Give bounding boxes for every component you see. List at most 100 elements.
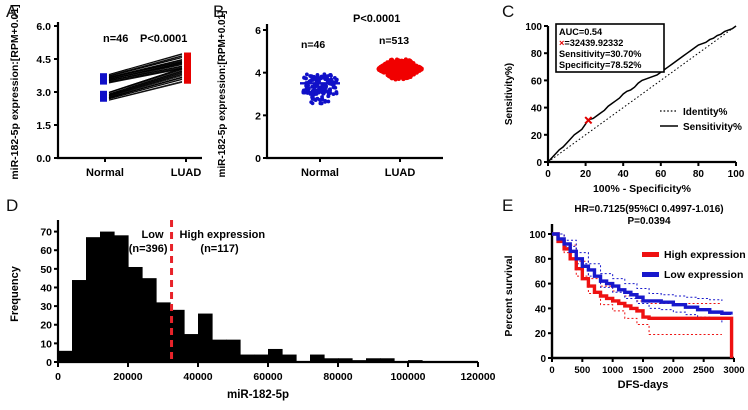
panel-a: A 0.0 1.5 3.0 4.5 6.0 miR-182-5p expression:[… xyxy=(0,0,210,196)
data-point xyxy=(408,71,413,76)
luad-marker xyxy=(184,52,191,56)
y-tick-label: 4.5 xyxy=(36,54,51,66)
panel-d-xlabel: miR-182-5p xyxy=(227,389,289,401)
y-tick-label: 0 xyxy=(46,357,52,369)
histogram-bar xyxy=(142,278,157,362)
y-tick-label: 1.5 xyxy=(36,120,51,132)
panel-a-ylabel: miR-182-5p expression:[RPM+0.01] xyxy=(9,4,21,179)
pair-line xyxy=(108,72,183,96)
x-tick-label-luad: LUAD xyxy=(171,167,202,179)
low-expression-n: (n=396) xyxy=(129,243,168,255)
histogram-bars xyxy=(58,231,423,362)
data-point xyxy=(326,89,331,93)
panel-b-p-annotation: P<0.0001 xyxy=(353,13,400,25)
data-point xyxy=(304,72,309,77)
histogram-bar xyxy=(352,360,367,362)
stat-sensitivity: Sensitivity=30.70% xyxy=(559,49,641,59)
data-point xyxy=(384,69,389,74)
x-tick-label: 3000 xyxy=(723,365,744,376)
luad-marker xyxy=(184,60,191,64)
normal-marker xyxy=(100,79,107,82)
legend-low-label: Low expression xyxy=(664,269,743,281)
y-tick-label: 40 xyxy=(535,304,547,315)
panel-e-xlabel: DFS-days xyxy=(618,379,669,391)
y-tick-label: 60 xyxy=(535,280,547,291)
x-tick-label: 0 xyxy=(549,365,554,376)
panel-e-p: P=0.0394 xyxy=(627,216,671,227)
x-tick-label: 2500 xyxy=(693,365,714,376)
y-tick-label: 60 xyxy=(531,76,543,87)
low-expression-title: Low xyxy=(142,229,164,241)
panel-c-letter: C xyxy=(502,2,515,21)
data-point xyxy=(331,92,336,97)
luad-marker xyxy=(184,57,191,61)
legend-sensitivity-label: Sensitivity% xyxy=(683,122,742,133)
panel-b-n-luad: n=513 xyxy=(379,35,409,47)
histogram-bar xyxy=(254,354,269,362)
x-tick-label: 40 xyxy=(618,169,630,180)
pair-line xyxy=(108,78,183,100)
x-tick-label: 2000 xyxy=(663,365,684,376)
pair-line xyxy=(108,55,183,76)
pair-line xyxy=(108,57,183,77)
data-point xyxy=(301,89,306,94)
data-point xyxy=(400,59,405,64)
data-point xyxy=(323,99,328,103)
y-tick-label: 4 xyxy=(255,68,261,80)
y-tick-label: 0.0 xyxy=(36,153,51,165)
x-tick-label-normal: Normal xyxy=(301,167,339,179)
data-point xyxy=(311,78,315,82)
data-point xyxy=(407,68,412,73)
histogram-bar xyxy=(100,231,115,362)
data-point xyxy=(397,71,402,76)
panel-d-plot: 0 10 20 30 40 50 60 70 0 20000 40000 60000 80000 1000… xyxy=(9,220,496,401)
luad-marker xyxy=(184,70,191,74)
x-tick-label: 500 xyxy=(574,365,590,376)
x-tick-label: 0 xyxy=(55,371,61,383)
y-tick-label: 0 xyxy=(540,354,546,365)
y-tick-label: 20 xyxy=(40,320,52,332)
stat-auc: AUC=0.54 xyxy=(559,27,603,37)
pair-line xyxy=(108,77,183,99)
data-point xyxy=(321,91,326,96)
histogram-bar xyxy=(72,280,87,362)
x-tick-label: 1000 xyxy=(602,365,623,376)
y-tick-label: 2 xyxy=(255,110,261,122)
data-point xyxy=(310,91,315,95)
roc-curve xyxy=(547,25,737,163)
y-tick-label: 6.0 xyxy=(36,21,51,33)
luad-marker xyxy=(184,72,191,75)
data-point xyxy=(389,59,394,64)
normal-cluster xyxy=(301,72,339,106)
x-tick-label: 0 xyxy=(545,169,551,180)
x-tick-label: 40000 xyxy=(183,371,212,383)
panel-e-axes xyxy=(550,224,734,360)
normal-marker xyxy=(100,75,107,78)
data-point xyxy=(393,70,398,75)
panel-b-axes xyxy=(265,24,443,160)
histogram-bar xyxy=(128,266,143,362)
pair-line xyxy=(108,81,183,101)
normal-marker xyxy=(100,96,107,100)
legend-high-swatch xyxy=(642,252,659,257)
y-tick-label: 80 xyxy=(535,255,547,266)
survival-curve xyxy=(552,233,723,301)
panel-e-ylabel: Percent survival xyxy=(503,255,515,336)
luad-marker xyxy=(184,56,191,59)
data-point xyxy=(324,84,329,88)
data-point xyxy=(394,59,399,64)
normal-marker xyxy=(100,80,107,84)
data-point xyxy=(318,101,323,106)
data-point xyxy=(334,90,339,94)
y-tick-label: 20 xyxy=(531,131,543,142)
stat-specificity: Specificity=78.52% xyxy=(559,60,641,70)
panel-c-stats-box xyxy=(555,23,665,73)
histogram-bar xyxy=(240,354,255,362)
data-point xyxy=(414,70,419,75)
panel-b: B 0 2 4 6 miR-182-5p expression:[RPM+0.01] No… xyxy=(205,0,450,196)
y-tick-label: 80 xyxy=(531,49,543,60)
panel-a-plot: 0.0 1.5 3.0 4.5 6.0 miR-182-5p expression:[RP… xyxy=(9,4,202,180)
legend-identity-label: Identity% xyxy=(683,107,728,118)
data-point xyxy=(320,95,324,99)
pair-line xyxy=(108,69,183,94)
